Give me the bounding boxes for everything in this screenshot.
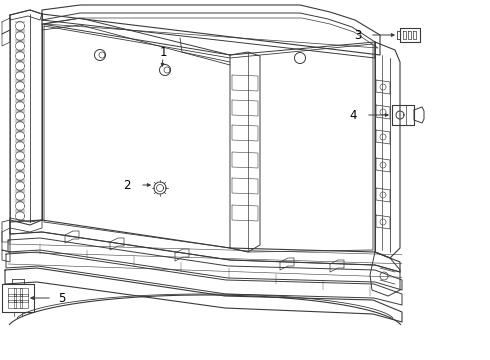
Text: 4: 4 <box>349 108 357 122</box>
Text: 3: 3 <box>354 28 362 41</box>
Text: 2: 2 <box>123 179 131 192</box>
Text: 1: 1 <box>159 45 167 59</box>
Text: 5: 5 <box>58 292 66 305</box>
